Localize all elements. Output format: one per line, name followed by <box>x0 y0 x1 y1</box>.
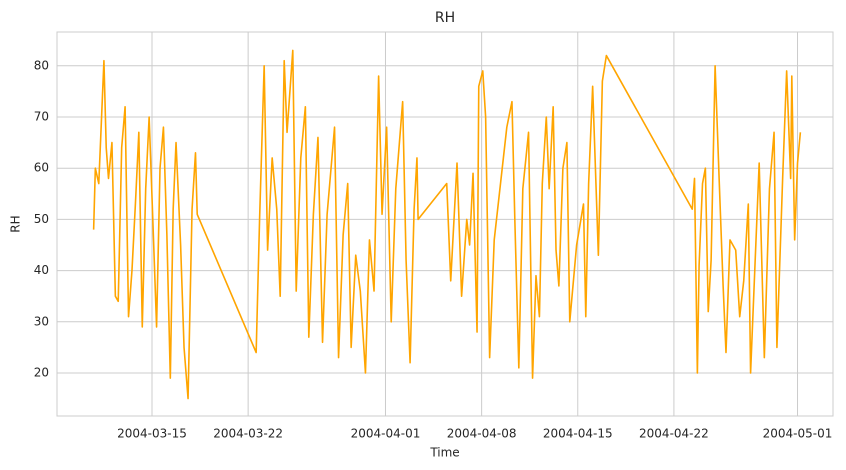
y-tick-label: 20 <box>34 365 49 379</box>
x-tick-label: 2004-04-08 <box>447 427 517 441</box>
x-tick-label: 2004-04-01 <box>351 427 421 441</box>
x-axis-label: Time <box>429 446 459 460</box>
x-tick-label: 2004-04-22 <box>639 427 709 441</box>
y-tick-label: 60 <box>34 161 49 175</box>
y-tick-label: 30 <box>34 314 49 328</box>
x-tick-label: 2004-04-15 <box>543 427 613 441</box>
y-tick-label: 70 <box>34 109 49 123</box>
x-tick-label: 2004-03-15 <box>117 427 187 441</box>
x-tick-label: 2004-05-01 <box>763 427 833 441</box>
grid <box>57 32 833 416</box>
chart-title: RH <box>435 10 455 26</box>
y-tick-label: 50 <box>34 212 49 226</box>
x-tick-label: 2004-03-22 <box>213 427 283 441</box>
y-tick-label: 80 <box>34 58 49 72</box>
plot-frame <box>56 31 834 417</box>
data-line <box>92 49 802 400</box>
y-axis-label: RH <box>9 215 23 232</box>
y-tick-label: 40 <box>34 263 49 277</box>
